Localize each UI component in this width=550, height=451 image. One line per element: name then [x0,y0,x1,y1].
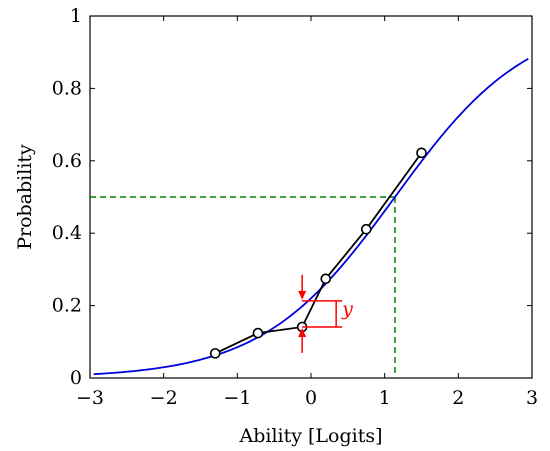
series-line [214,152,423,355]
annotation-label: y [341,298,353,320]
y-tick-label: 1 [70,5,82,27]
x-tick-label: −1 [223,387,251,409]
annotation-arrowhead-down [298,290,307,300]
y-tick-label: 0.4 [52,222,82,244]
data-point [416,147,427,159]
logistic-curve [93,58,529,376]
y-axis-label: Probability [14,144,36,250]
data-point [360,223,372,235]
x-tick-label: 3 [526,387,538,409]
y-tick-label: 0 [70,367,82,389]
y-tick-label: 0.8 [52,77,82,99]
x-tick-label: 0 [305,387,317,409]
y-tick-label: 0.2 [52,295,82,317]
annotation-arrowhead-up [298,327,307,337]
x-tick-label: −3 [76,387,104,409]
x-axis-label: Ability [Logits] [238,425,382,447]
x-tick-label: −2 [150,387,178,409]
y-tick-label: 0.6 [52,150,82,172]
data-point [209,348,221,359]
data-point [252,327,264,339]
x-tick-label: 2 [452,387,464,409]
data-point [320,273,332,285]
x-tick-label: 1 [379,387,391,409]
